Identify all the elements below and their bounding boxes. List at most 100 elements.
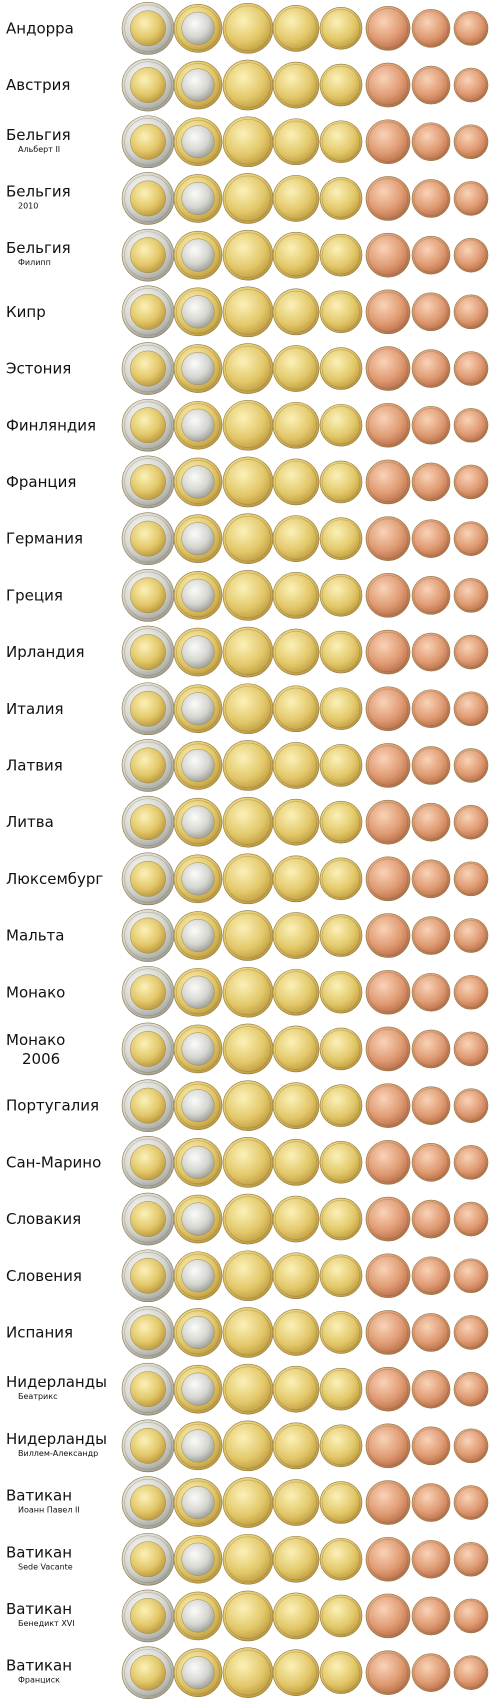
coin-rim bbox=[321, 1596, 361, 1636]
coin-rim bbox=[225, 232, 271, 278]
coin bbox=[272, 798, 320, 846]
coin-rim bbox=[321, 462, 361, 502]
coin-rim bbox=[321, 1256, 361, 1295]
coin-core bbox=[181, 238, 215, 272]
coin bbox=[365, 1083, 411, 1128]
coin-rim bbox=[176, 573, 220, 618]
coin-rim bbox=[124, 288, 172, 336]
coin bbox=[365, 459, 411, 505]
coin bbox=[453, 124, 489, 160]
coin-rim bbox=[413, 804, 449, 840]
country-note: Филипп bbox=[18, 258, 51, 267]
coin bbox=[411, 1256, 451, 1296]
coin-rim bbox=[455, 1373, 487, 1405]
coin-rim bbox=[413, 521, 449, 557]
coin-core bbox=[130, 634, 166, 670]
coin-rim bbox=[367, 802, 409, 843]
coin-rim bbox=[413, 1598, 449, 1634]
coin-core bbox=[181, 692, 215, 726]
coin bbox=[411, 972, 451, 1012]
coin-rim bbox=[274, 460, 317, 503]
coin-rim bbox=[413, 351, 449, 386]
coin-rim bbox=[413, 918, 449, 953]
coin-rim bbox=[225, 345, 271, 392]
coin bbox=[272, 61, 320, 109]
coin-rim bbox=[274, 64, 317, 107]
coin-rim bbox=[413, 1201, 449, 1237]
coin bbox=[222, 3, 274, 54]
coin-rim bbox=[274, 1141, 317, 1184]
coin-rim bbox=[225, 1309, 271, 1356]
coin-rim bbox=[176, 913, 220, 958]
coin bbox=[272, 1195, 320, 1243]
coin bbox=[272, 1082, 320, 1129]
coin-rim bbox=[367, 745, 409, 786]
coin-rim bbox=[176, 800, 220, 845]
country-name: Бельгия bbox=[6, 126, 71, 144]
coin bbox=[222, 1647, 274, 1698]
coin-rim bbox=[321, 1143, 361, 1182]
coin-rim bbox=[321, 632, 361, 672]
coin-rim bbox=[455, 69, 487, 101]
coin-rim bbox=[225, 1593, 271, 1639]
coin bbox=[411, 519, 451, 558]
coin bbox=[411, 746, 451, 785]
country-name: Греция bbox=[6, 586, 63, 604]
coin bbox=[453, 578, 489, 613]
coin-rim bbox=[274, 404, 317, 447]
coin bbox=[453, 407, 489, 443]
coin-rim bbox=[274, 744, 317, 787]
coin-rim bbox=[124, 628, 172, 676]
coin-rim bbox=[367, 121, 409, 162]
coin-rim bbox=[274, 857, 317, 900]
coin-rim bbox=[225, 62, 271, 108]
coin bbox=[272, 1309, 320, 1356]
country-name: Андорра bbox=[6, 19, 74, 37]
coin-rim bbox=[321, 349, 361, 388]
coin bbox=[272, 628, 320, 676]
coin-rim bbox=[176, 1140, 220, 1185]
coin-rim bbox=[274, 7, 317, 50]
coin-rim bbox=[455, 1430, 487, 1462]
coin-rim bbox=[176, 970, 220, 1015]
country-name: Латвия bbox=[6, 756, 63, 774]
coin bbox=[272, 1649, 320, 1696]
coin-rim bbox=[225, 1649, 271, 1696]
coin bbox=[319, 1141, 363, 1184]
coin-core bbox=[130, 237, 166, 274]
coin bbox=[222, 229, 274, 281]
coin-rim bbox=[176, 1197, 220, 1241]
coin bbox=[411, 65, 451, 105]
coin bbox=[319, 1481, 363, 1524]
coin-rim bbox=[455, 523, 487, 555]
coin bbox=[319, 403, 363, 447]
coin bbox=[319, 347, 363, 390]
coin bbox=[222, 1023, 274, 1075]
coin-rim bbox=[225, 1196, 271, 1242]
country-note: Франциск bbox=[18, 1676, 60, 1685]
coin-core bbox=[181, 522, 215, 556]
coin-rim bbox=[367, 1028, 409, 1070]
coin-rim bbox=[413, 10, 449, 46]
coin bbox=[319, 857, 363, 901]
coin-rim bbox=[455, 296, 487, 328]
coin-rim bbox=[367, 64, 409, 106]
coin-rim bbox=[225, 572, 271, 619]
coin bbox=[272, 1252, 320, 1300]
coin-rim bbox=[274, 1538, 317, 1581]
coin-rim bbox=[274, 1594, 317, 1637]
coin-core bbox=[181, 11, 215, 45]
coin bbox=[453, 918, 489, 953]
coin bbox=[272, 685, 320, 733]
coin bbox=[222, 343, 274, 394]
coin-rim bbox=[225, 459, 271, 505]
coin bbox=[365, 573, 411, 618]
coin-core bbox=[130, 804, 166, 841]
coin-rim bbox=[274, 971, 317, 1014]
coin-rim bbox=[124, 1195, 172, 1243]
coin bbox=[411, 235, 451, 275]
coin bbox=[222, 1533, 274, 1585]
coin-core bbox=[130, 690, 166, 727]
coin-core bbox=[130, 1201, 166, 1237]
